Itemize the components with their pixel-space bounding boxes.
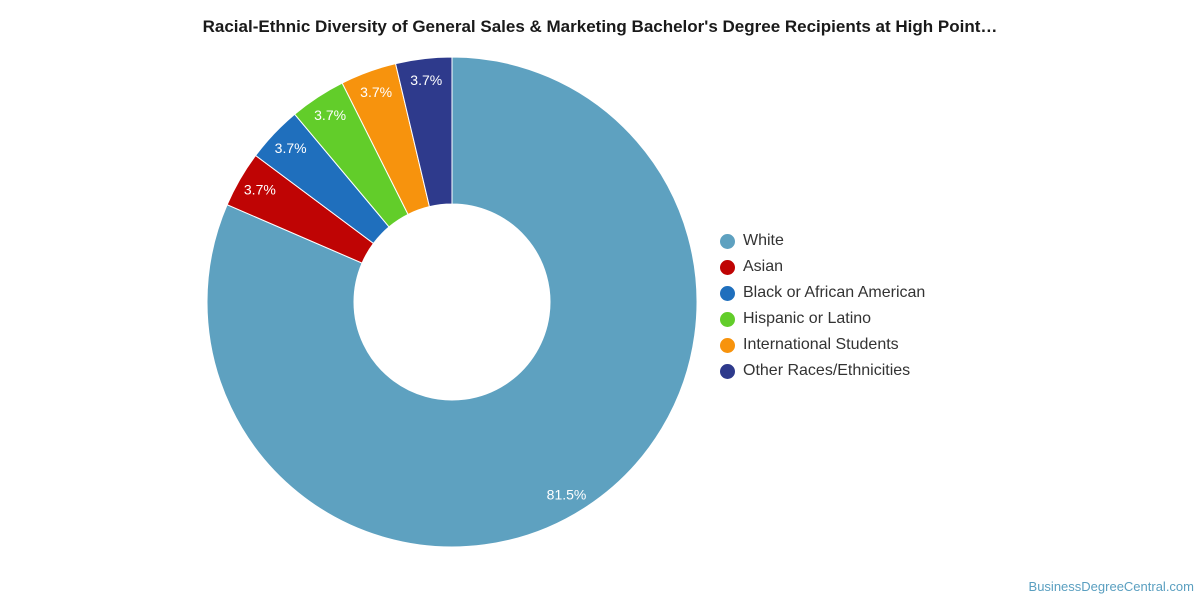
legend-item-hispanic-or-latino[interactable]: Hispanic or Latino [720,306,925,332]
legend-label: International Students [743,336,899,353]
legend-dot-icon [720,363,735,379]
slice-label-hispanic-or-latino: 3.7% [314,107,346,123]
slice-label-black-or-african-american: 3.7% [275,140,307,156]
legend-dot-icon [720,259,735,275]
slice-label-asian: 3.7% [244,182,276,198]
legend-item-white[interactable]: White [720,228,925,254]
legend-dot-icon [720,233,735,249]
legend-label: White [743,232,784,249]
chart-title: Racial-Ethnic Diversity of General Sales… [202,17,998,36]
legend: White Asian Black or African American Hispa… [720,228,925,384]
slice-label-other-races-ethnicities: 3.7% [410,72,442,88]
legend-label: Black or African American [743,284,926,301]
legend-label: Other Races/Ethnicities [743,362,911,379]
slice-white[interactable] [206,56,698,548]
slice-label-white: 81.5% [547,486,587,502]
legend-item-international-students[interactable]: International Students [720,332,925,358]
legend-label: Asian [743,258,784,275]
slice-other-races-ethnicities[interactable] [394,56,453,208]
legend-dot-icon [720,337,735,353]
legend-item-black-or-african-american[interactable]: Black or African American [720,280,925,306]
legend-item-asian[interactable]: Asian [720,254,925,280]
legend-dot-icon [720,311,735,327]
slice-label-international-students: 3.7% [360,84,392,100]
slices-group [206,56,698,548]
watermark: BusinessDegreeCentral.com [1028,579,1194,594]
legend-dot-icon [720,285,735,301]
legend-item-other-races-ethnicities[interactable]: Other Races/Ethnicities [720,358,925,384]
labels-group: 81.5% 3.7% 3.7% 3.7% 3.7% 3.7% [244,72,586,502]
legend-label: Hispanic or Latino [743,310,872,327]
